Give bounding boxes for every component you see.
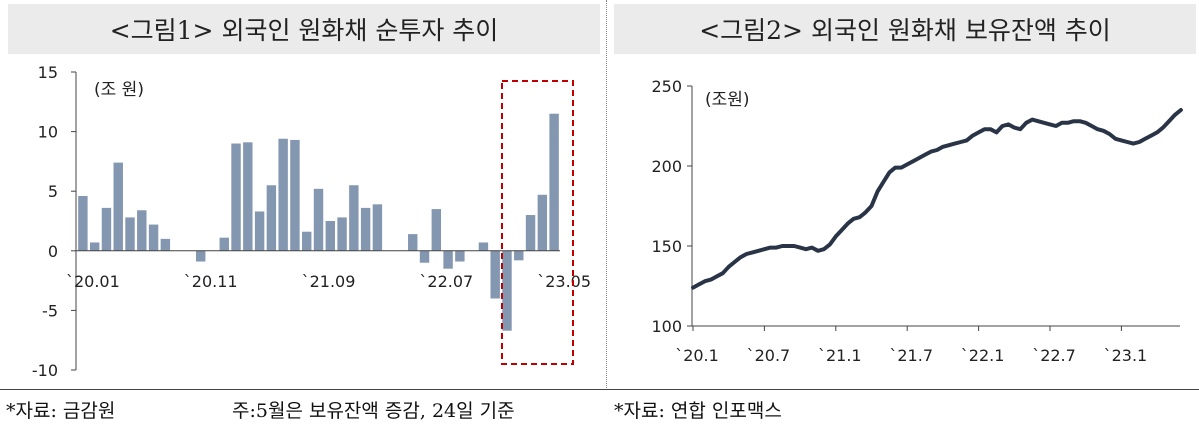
bar — [372, 204, 383, 251]
bar — [337, 217, 347, 251]
x-tick-label: `22.7 — [1032, 346, 1076, 365]
y-tick-label: 200 — [651, 157, 682, 176]
bar — [266, 185, 277, 251]
bar — [101, 207, 112, 251]
unit-label: (조원) — [705, 90, 750, 110]
y-tick-label: 0 — [48, 242, 58, 261]
y-tick-label: 15 — [38, 63, 58, 82]
left-source-note: *자료: 금감원 — [6, 400, 116, 422]
bar — [349, 185, 359, 251]
holdings-line-chart: 250 200 150 100 `20.1 `20.7 `21.1 `21.7 `22.1 `22… — [651, 77, 1183, 365]
bar — [290, 139, 300, 251]
x-tick-label: `23.1 — [1104, 346, 1148, 365]
bar — [137, 210, 147, 251]
net-investment-bar-chart: 15 10 5 0 -5 -10 `20.01 `20.11 `21.09 `22.07 `23.0… — [32, 63, 591, 380]
bar — [125, 217, 135, 251]
y-tick-label: 10 — [38, 123, 58, 142]
highlight-box — [501, 80, 574, 365]
bar — [231, 143, 241, 251]
y-tick-label: 150 — [651, 237, 682, 256]
x-tick-label: `22.07 — [419, 272, 473, 291]
bar — [325, 221, 335, 251]
bar — [419, 250, 430, 263]
bar — [278, 138, 288, 251]
y-tick-label: 5 — [48, 182, 58, 201]
right-chart-title: <그림2> 외국인 원화채 보유잔액 추이 — [614, 4, 1196, 54]
bar — [254, 211, 265, 251]
panel-divider — [606, 0, 607, 390]
bar — [89, 242, 100, 251]
y-tick-label: 250 — [651, 77, 682, 96]
bar — [302, 231, 312, 251]
bar — [113, 162, 123, 251]
x-tick-label: `20.01 — [66, 272, 120, 291]
right-source-note: *자료: 연합 인포맥스 — [614, 400, 782, 422]
bar — [431, 209, 442, 251]
y-tick-label: -10 — [32, 361, 58, 380]
unit-label: (조 원) — [94, 80, 144, 100]
bar — [243, 142, 253, 251]
x-tick-label: `20.11 — [184, 272, 238, 291]
x-tick-label: `21.7 — [889, 346, 933, 365]
bar — [195, 250, 206, 262]
x-tick-label: `22.1 — [961, 346, 1005, 365]
bar — [443, 250, 453, 269]
bar — [502, 250, 512, 331]
x-tick-label: `20.7 — [747, 346, 791, 365]
bar — [549, 113, 559, 251]
bar — [313, 188, 324, 251]
x-tick-label: `23.05 — [537, 272, 591, 291]
footnote-divider — [0, 389, 1199, 390]
bar — [148, 224, 159, 251]
bar — [160, 238, 171, 251]
bar — [455, 250, 465, 262]
x-tick-label: `21.1 — [818, 346, 862, 365]
left-chart-title: <그림1> 외국인 원화채 순투자 추이 — [8, 4, 600, 54]
y-tick-label: -5 — [42, 301, 58, 320]
bar — [408, 234, 418, 251]
bar — [478, 242, 489, 251]
x-tick-label: `20.1 — [675, 346, 719, 365]
bar — [78, 195, 88, 251]
left-basis-note: 주:5월은 보유잔액 증감, 24일 기준 — [232, 400, 515, 422]
x-tick-label: `21.09 — [302, 272, 356, 291]
bar — [525, 215, 536, 251]
holdings-series-line — [691, 108, 1183, 290]
bar — [537, 194, 548, 251]
bar — [490, 250, 500, 299]
bar — [219, 237, 229, 251]
y-tick-label: 100 — [651, 317, 682, 336]
bar — [360, 207, 371, 251]
bar — [514, 250, 524, 261]
